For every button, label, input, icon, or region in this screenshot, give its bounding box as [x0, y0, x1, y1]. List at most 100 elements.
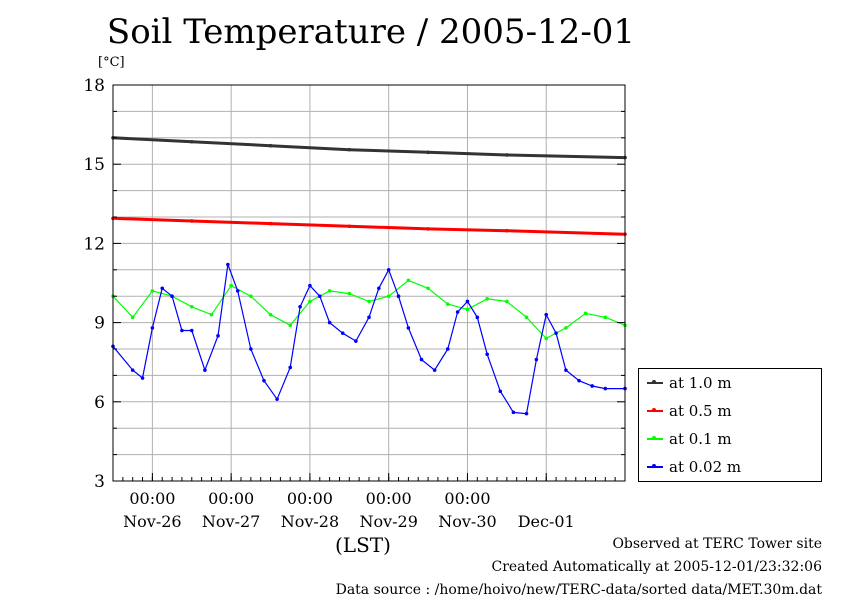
- series-point-2: [445, 302, 450, 306]
- legend-swatch-002m: [647, 464, 663, 468]
- series-point-2: [209, 312, 214, 317]
- x-tick-label-time: 00:00: [366, 489, 412, 508]
- series-point-0: [426, 150, 430, 155]
- series-point-2: [229, 283, 233, 288]
- series-point-3: [317, 294, 322, 299]
- x-tick-label-date: Nov-26: [123, 512, 181, 531]
- series-point-3: [340, 331, 345, 335]
- x-axis-label: (LST): [335, 533, 391, 557]
- series-point-3: [377, 286, 381, 291]
- series-point-2: [406, 278, 411, 283]
- series-point-2: [347, 291, 352, 296]
- series-point-3: [475, 315, 480, 320]
- series-point-3: [249, 347, 253, 351]
- series-point-3: [564, 368, 568, 372]
- footer-created: Created Automatically at 2005-12-01/23:3…: [491, 559, 822, 575]
- chart-title: Soil Temperature / 2005-12-01: [106, 12, 636, 52]
- series-point-3: [235, 289, 240, 293]
- series-point-3: [524, 411, 529, 416]
- series-point-3: [140, 376, 145, 380]
- series-point-3: [577, 378, 581, 383]
- legend-label-05m: at 0.5 m: [669, 402, 732, 420]
- x-tick-label-date: Nov-30: [438, 512, 496, 531]
- series-point-2: [130, 315, 135, 320]
- series-line-0: [112, 136, 626, 160]
- axes: 3 6 9 12 15 18 00:00 Nov-26 00:00 Nov-27 00:00 Nov-…: [83, 76, 626, 531]
- series-point-1: [505, 228, 509, 233]
- x-tick-label-date: Nov-28: [281, 512, 339, 531]
- series-point-1: [268, 221, 273, 226]
- x-tick-label-date: Dec-01: [518, 512, 575, 531]
- series-point-3: [544, 312, 549, 317]
- series-point-0: [347, 147, 352, 152]
- y-tick-label: 3: [94, 472, 105, 492]
- series-point-3: [498, 389, 503, 394]
- x-tick-label-time: 00:00: [208, 489, 254, 508]
- series-point-2: [327, 289, 332, 293]
- legend-label-01m: at 0.1 m: [669, 430, 732, 448]
- series-point-3: [511, 410, 516, 415]
- series-point-2: [524, 315, 529, 320]
- legend-label-1m: at 1.0 m: [669, 374, 732, 392]
- x-tick-label-date: Nov-27: [202, 512, 260, 531]
- series-point-2: [189, 304, 194, 309]
- series-point-3: [603, 386, 608, 391]
- series-point-3: [275, 397, 279, 401]
- x-tick-label-time: 00:00: [444, 489, 490, 508]
- series-point-1: [347, 224, 352, 229]
- series-point-3: [170, 294, 174, 299]
- series-point-2: [308, 299, 312, 304]
- series-point-2: [485, 297, 489, 301]
- series-point-2: [426, 286, 430, 291]
- footer-source: Data source : /home/hoivo/new/TERC-data/…: [335, 582, 822, 598]
- series-point-3: [534, 357, 539, 362]
- legend: at 1.0 m at 0.5 m at 0.1 m at 0.02 m: [638, 368, 822, 482]
- series-point-3: [419, 357, 424, 362]
- series-point-2: [249, 294, 253, 299]
- y-tick-label: 9: [94, 314, 105, 334]
- legend-swatch-01m: [647, 436, 663, 440]
- series-point-3: [432, 368, 437, 372]
- series-point-3: [445, 347, 450, 351]
- series-point-3: [396, 294, 401, 299]
- series-point-2: [603, 315, 608, 320]
- series-point-2: [505, 299, 509, 304]
- series-line-1: [112, 216, 626, 236]
- legend-label-002m: at 0.02 m: [669, 458, 742, 476]
- series-point-3: [386, 268, 391, 272]
- series-point-0: [268, 143, 273, 148]
- series-point-3: [180, 328, 184, 333]
- series-point-3: [554, 331, 558, 335]
- x-tick-label-date: Nov-29: [359, 512, 417, 531]
- series-point-3: [354, 339, 358, 343]
- series-point-3: [226, 262, 230, 267]
- series-point-3: [327, 320, 332, 325]
- y-tick-label: 6: [94, 393, 105, 413]
- series-point-3: [485, 352, 489, 357]
- series-point-3: [150, 326, 155, 330]
- series-point-3: [262, 378, 266, 383]
- series-point-3: [298, 304, 302, 309]
- series-point-3: [308, 283, 312, 288]
- legend-swatch-1m: [647, 380, 663, 384]
- y-tick-label: 15: [83, 155, 105, 175]
- series-point-3: [189, 328, 194, 333]
- series-point-1: [426, 227, 430, 231]
- series-point-0: [505, 153, 509, 157]
- series-point-2: [367, 299, 371, 304]
- series-point-3: [406, 326, 411, 330]
- series-point-2: [564, 326, 568, 330]
- x-tick-label-time: 00:00: [287, 489, 333, 508]
- series-point-2: [544, 336, 549, 341]
- series-point-3: [288, 365, 293, 370]
- grid-lines: [113, 85, 625, 481]
- series-point-2: [386, 294, 391, 299]
- footer-site: Observed at TERC Tower site: [612, 536, 822, 552]
- y-tick-label: 12: [83, 234, 105, 254]
- y-tick-label: 18: [83, 76, 105, 96]
- series-line-3: [112, 264, 625, 415]
- series-point-2: [583, 311, 588, 316]
- series-point-2: [150, 289, 155, 293]
- series-point-3: [367, 315, 371, 320]
